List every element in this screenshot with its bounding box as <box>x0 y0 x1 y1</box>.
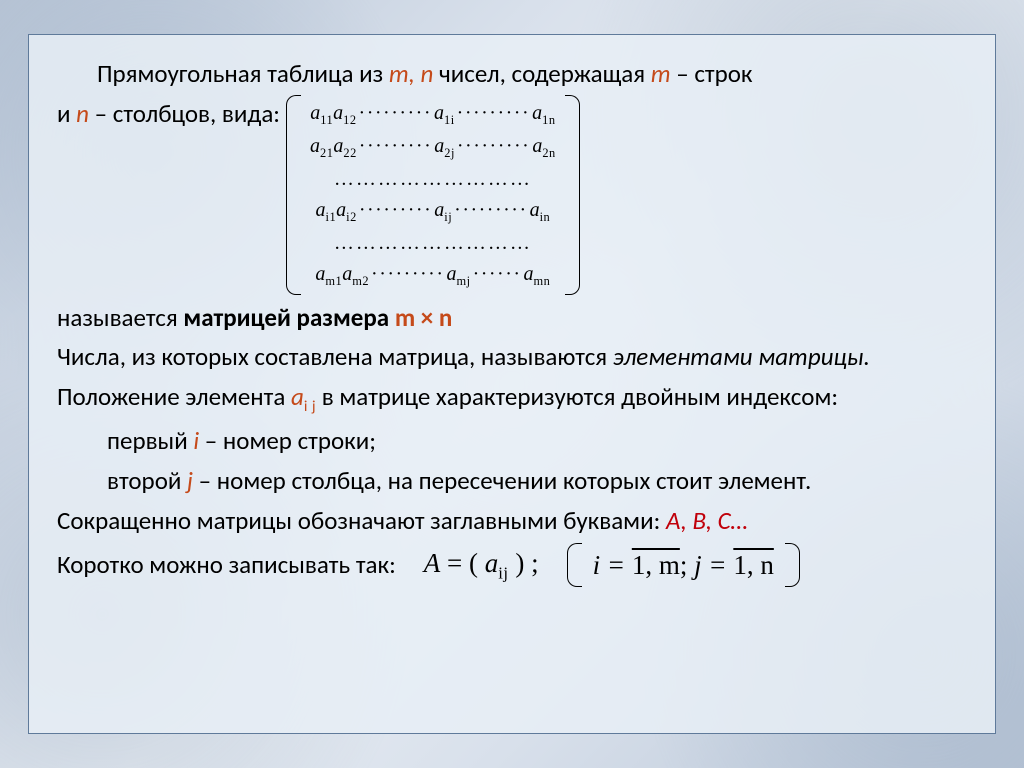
paragraph-2-row: и n – столбцов, вида: a11a12·········a1i… <box>57 97 967 295</box>
range-right-paren <box>786 543 800 587</box>
matrix-body: a11a12·········a1i·········a1n a21a22···… <box>300 95 566 295</box>
paragraph-9: Коротко можно записывать так: A = ( aij … <box>57 543 967 587</box>
text: второй <box>107 465 187 496</box>
text: и <box>57 98 76 129</box>
text: Положение элемента <box>57 381 291 412</box>
text: – строк <box>671 58 753 89</box>
paragraph-5: Положение элемента ai j в матрице характ… <box>57 380 967 418</box>
matrix-right-paren <box>566 95 580 295</box>
slide-panel: Прямоугольная таблица из m, n чисел, сод… <box>28 34 996 734</box>
size-mn: m × n <box>395 302 453 333</box>
paragraph-2-text: и n – столбцов, вида: <box>57 97 280 131</box>
range-left-paren <box>567 543 581 587</box>
text: – номер строки; <box>199 425 376 456</box>
var-m: m <box>651 58 671 89</box>
text: – номер столбца, на пересечении которых … <box>193 465 811 496</box>
matrix-row-dots-2: ……………………… <box>310 229 556 258</box>
var-m: m <box>389 58 409 89</box>
paragraph-8: Сокращенно матрицы обозначают заглавными… <box>57 504 967 538</box>
paragraph-6: первый i – номер строки; <box>57 424 967 458</box>
matrix-row-2: a21a22·········a2j·········a2n <box>310 132 556 163</box>
term-matrix: матрицей размера <box>183 302 394 333</box>
formula-range: i = 1, m; j = 1, n <box>567 543 800 587</box>
var-n: , n <box>409 58 434 89</box>
text: Сокращенно матрицы обозначают заглавными… <box>57 505 666 536</box>
formula-A: A = ( aij ) ; <box>424 545 539 585</box>
paragraph-3: называется матрицей размера m × n <box>57 301 967 335</box>
text: в матрице характеризуются двойным индекс… <box>316 381 838 412</box>
text: Коротко можно записывать так: <box>57 548 396 582</box>
paragraph-4: Числа, из которых составлена матрица, на… <box>57 340 967 374</box>
element-a: ai j <box>291 381 316 412</box>
text: называется <box>57 302 183 333</box>
text: – столбцов, вида: <box>89 98 280 129</box>
var-n: n <box>76 98 89 129</box>
term-elements: элементами матрицы. <box>613 341 870 372</box>
text: Числа, из которых составлена матрица, на… <box>57 341 613 372</box>
matrix-row-1: a11a12·········a1i·········a1n <box>310 99 556 130</box>
paragraph-1: Прямоугольная таблица из m, n чисел, сод… <box>57 57 967 91</box>
text: Прямоугольная таблица из <box>97 58 389 89</box>
matrix-row-4: ai1ai2·········aij·········ain <box>310 196 556 227</box>
matrix-left-paren <box>286 95 300 295</box>
matrix-row-dots-1: ……………………… <box>310 165 556 194</box>
text: первый <box>107 425 193 456</box>
paragraph-7: второй j – номер столбца, на пересечении… <box>57 464 967 498</box>
matrices-abc: A, B, C… <box>666 505 748 536</box>
matrix: a11a12·········a1i·········a1n a21a22···… <box>286 95 580 295</box>
text: чисел, содержащая <box>433 58 650 89</box>
matrix-row-6: am1am2·········amj······amn <box>310 260 556 291</box>
